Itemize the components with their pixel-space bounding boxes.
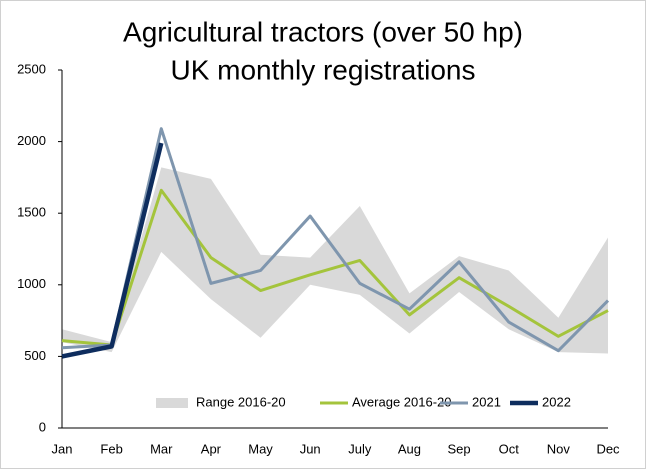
x-tick-label: July bbox=[348, 441, 372, 456]
x-tick-label: Jan bbox=[52, 441, 73, 456]
x-tick-label: Mar bbox=[150, 441, 173, 456]
x-tick-label: Feb bbox=[100, 441, 122, 456]
y-tick-label: 0 bbox=[39, 419, 46, 434]
x-tick-label: Oct bbox=[499, 441, 520, 456]
x-tick-label: Sep bbox=[448, 441, 471, 456]
chart-subtitle: UK monthly registrations bbox=[170, 54, 475, 85]
y-tick-label: 2500 bbox=[17, 61, 46, 76]
x-tick-label: Aug bbox=[398, 441, 421, 456]
legend-label: 2022 bbox=[542, 394, 571, 409]
x-tick-label: Jun bbox=[300, 441, 321, 456]
legend-label: 2021 bbox=[472, 394, 501, 409]
x-tick-label: Nov bbox=[547, 441, 571, 456]
legend-label: Range 2016-20 bbox=[196, 394, 286, 409]
series-line bbox=[61, 142, 164, 359]
y-tick-label: 1500 bbox=[17, 205, 46, 220]
series-line bbox=[61, 127, 610, 353]
legend-swatch bbox=[156, 398, 188, 408]
y-tick-label: 500 bbox=[24, 348, 46, 363]
x-tick-label: Dec bbox=[596, 441, 620, 456]
range-band bbox=[62, 167, 608, 354]
x-tick-label: May bbox=[248, 441, 273, 456]
y-tick-label: 2000 bbox=[17, 133, 46, 148]
x-tick-label: Apr bbox=[201, 441, 222, 456]
legend-label: Average 2016-20 bbox=[352, 394, 452, 409]
series-line bbox=[61, 188, 609, 347]
chart-title: Agricultural tractors (over 50 hp) bbox=[123, 16, 523, 47]
y-tick-label: 1000 bbox=[17, 276, 46, 291]
